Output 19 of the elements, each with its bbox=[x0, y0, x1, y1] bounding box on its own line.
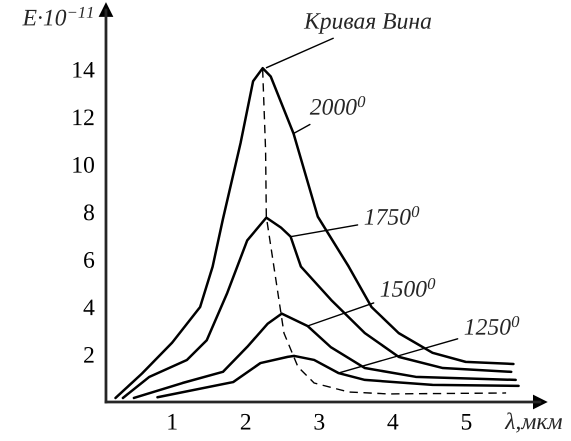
x-tick-label: 3 bbox=[314, 414, 324, 430]
y-axis-title: E·10$^{−11}$ bbox=[22, 6, 93, 26]
y-tick-label: 4 bbox=[84, 300, 94, 316]
x-axis-title: λ,мкм bbox=[504, 412, 562, 433]
legend-label: 1750$^{0}$ bbox=[364, 206, 420, 225]
x-tick-label: 4 bbox=[387, 414, 398, 430]
y-tick-label: 2 bbox=[84, 347, 94, 363]
text: 1250$^{0}$ bbox=[464, 316, 520, 335]
y-tick-label: 14 bbox=[73, 62, 94, 78]
x-tick-label: 2 bbox=[240, 414, 250, 430]
y-tick-label: 8 bbox=[84, 204, 94, 220]
x-tick-label: 5 bbox=[462, 414, 472, 430]
text: 1500$^{0}$ bbox=[380, 278, 436, 297]
y-tick-label: 12 bbox=[73, 109, 94, 126]
x-tick-label: 1 bbox=[168, 414, 177, 430]
annotation: Кривая Вина bbox=[304, 13, 432, 34]
y-tick-label: 10 bbox=[73, 156, 94, 173]
y-tick-label: 6 bbox=[84, 252, 94, 268]
series-label: 2000$^{0}$ bbox=[310, 96, 366, 115]
